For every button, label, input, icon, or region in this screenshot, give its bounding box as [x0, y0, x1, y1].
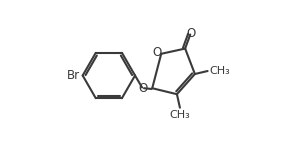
Text: O: O — [153, 46, 162, 59]
Text: CH₃: CH₃ — [170, 110, 190, 120]
Text: Br: Br — [66, 69, 80, 82]
Text: CH₃: CH₃ — [209, 66, 230, 76]
Text: O: O — [187, 27, 196, 40]
Text: O: O — [139, 82, 148, 95]
